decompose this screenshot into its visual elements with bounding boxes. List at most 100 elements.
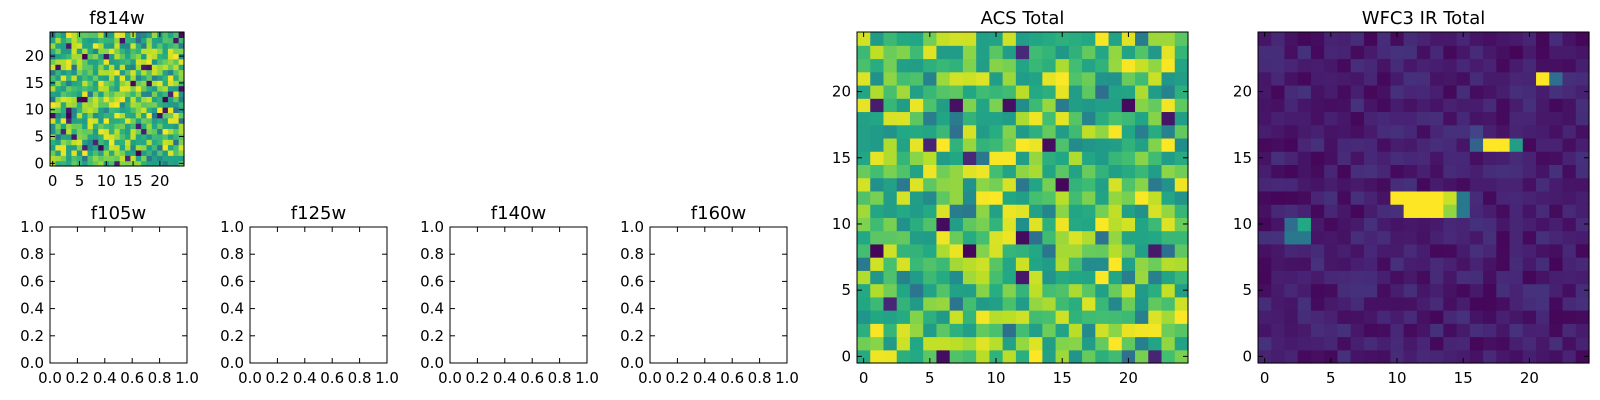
heatmap-cell bbox=[1161, 257, 1176, 271]
heatmap-cell bbox=[1350, 323, 1365, 338]
heatmap-cell bbox=[125, 32, 131, 38]
heatmap-cell bbox=[114, 139, 121, 146]
y-tick-label: 15 bbox=[832, 149, 851, 167]
heatmap-cell bbox=[1536, 217, 1550, 232]
heatmap-cell bbox=[1562, 124, 1577, 139]
heatmap-cell bbox=[119, 160, 126, 167]
heatmap-cell bbox=[119, 96, 126, 103]
heatmap-cell bbox=[151, 80, 158, 87]
heatmap-cell bbox=[989, 177, 1004, 192]
heatmap-cell bbox=[949, 243, 964, 258]
heatmap-cell bbox=[1337, 270, 1352, 285]
heatmap-cell bbox=[173, 53, 180, 60]
heatmap-cell bbox=[1174, 270, 1189, 285]
heatmap-cell bbox=[1456, 217, 1471, 232]
heatmap-cell bbox=[162, 133, 169, 140]
heatmap-cell bbox=[71, 133, 78, 140]
heatmap-cell bbox=[130, 90, 137, 97]
heatmap-cell bbox=[1363, 217, 1378, 232]
heatmap-cell bbox=[167, 139, 174, 146]
heatmap-cell bbox=[146, 101, 153, 108]
heatmap-cell bbox=[936, 243, 951, 258]
heatmap-cell bbox=[883, 204, 898, 218]
heatmap-cell bbox=[857, 111, 871, 126]
heatmap-cell bbox=[1350, 190, 1365, 205]
y-tick-label: 0.0 bbox=[20, 354, 44, 372]
y-tick-label: 0.0 bbox=[620, 354, 644, 372]
heatmap-cell bbox=[50, 128, 56, 135]
heatmap-cell bbox=[130, 133, 137, 140]
x-tick-label: 0.0 bbox=[438, 369, 462, 387]
heatmap-cell bbox=[1496, 310, 1511, 324]
heatmap-cell bbox=[949, 217, 964, 232]
heatmap-cell bbox=[135, 96, 142, 103]
heatmap-cell bbox=[119, 128, 126, 135]
heatmap-cell bbox=[1483, 230, 1497, 245]
heatmap-cell bbox=[1108, 58, 1123, 73]
heatmap-cell bbox=[1029, 124, 1043, 139]
heatmap-cell bbox=[1509, 137, 1524, 152]
heatmap-cell bbox=[1496, 32, 1511, 46]
heatmap-cell bbox=[1549, 310, 1564, 324]
heatmap-cell bbox=[1483, 190, 1497, 205]
heatmap-cell bbox=[135, 69, 142, 76]
heatmap-cell bbox=[82, 85, 89, 92]
heatmap-cell bbox=[114, 69, 121, 76]
heatmap-cell bbox=[1161, 336, 1176, 351]
heatmap-cell bbox=[162, 53, 169, 60]
heatmap-cell bbox=[76, 58, 83, 65]
heatmap-cell bbox=[1258, 111, 1272, 126]
heatmap-cell bbox=[909, 84, 924, 99]
heatmap-cell bbox=[108, 74, 115, 81]
heatmap-cell bbox=[1562, 137, 1577, 152]
heatmap-cell bbox=[976, 84, 990, 99]
heatmap-cell bbox=[151, 90, 158, 97]
heatmap-cell bbox=[1350, 58, 1365, 73]
heatmap-cell bbox=[151, 149, 158, 156]
heatmap-cell bbox=[1042, 32, 1057, 46]
heatmap-cell bbox=[141, 133, 148, 140]
heatmap-cell bbox=[1430, 45, 1444, 60]
heatmap-cell bbox=[936, 71, 951, 86]
heatmap-cell bbox=[1284, 84, 1299, 99]
heatmap-cell bbox=[1108, 32, 1123, 46]
heatmap-cell bbox=[1377, 137, 1391, 152]
heatmap-cell bbox=[1095, 151, 1110, 165]
heatmap-cell bbox=[1522, 336, 1537, 351]
heatmap-cell bbox=[1068, 58, 1083, 73]
heatmap-cell bbox=[1068, 270, 1083, 285]
heatmap-cell bbox=[1363, 283, 1378, 298]
heatmap-cell bbox=[1509, 32, 1524, 46]
heatmap-cell bbox=[936, 111, 951, 126]
heatmap-cell bbox=[92, 58, 99, 65]
heatmap-cell bbox=[1469, 177, 1484, 192]
heatmap-cell bbox=[1095, 283, 1110, 298]
heatmap-cell bbox=[50, 144, 56, 151]
heatmap-cell bbox=[1443, 270, 1458, 285]
heatmap-cell bbox=[135, 128, 142, 135]
heatmap-cell bbox=[1443, 124, 1458, 139]
heatmap-cell bbox=[1416, 296, 1431, 311]
heatmap-cell bbox=[103, 80, 110, 87]
heatmap-cell bbox=[1082, 336, 1096, 351]
heatmap-cell bbox=[1135, 204, 1149, 218]
heatmap-cell bbox=[989, 111, 1004, 126]
heatmap-cell bbox=[103, 107, 110, 113]
heatmap-cell bbox=[1271, 32, 1286, 46]
heatmap-cell bbox=[130, 69, 137, 76]
heatmap-cell bbox=[66, 58, 73, 65]
heatmap-cell bbox=[1055, 137, 1070, 152]
heatmap-cell bbox=[114, 85, 121, 92]
heatmap-cell bbox=[55, 123, 62, 130]
heatmap-cell bbox=[1363, 257, 1378, 271]
heatmap-cell bbox=[1310, 243, 1325, 258]
heatmap-cell bbox=[1271, 323, 1286, 338]
heatmap-cell bbox=[909, 230, 924, 245]
heatmap-cell bbox=[108, 133, 115, 140]
heatmap-cell bbox=[178, 155, 185, 162]
heatmap-cell bbox=[1536, 230, 1550, 245]
heatmap-cell bbox=[1135, 349, 1149, 364]
heatmap-cell bbox=[1469, 349, 1484, 364]
panel-title: f140w bbox=[491, 203, 546, 224]
